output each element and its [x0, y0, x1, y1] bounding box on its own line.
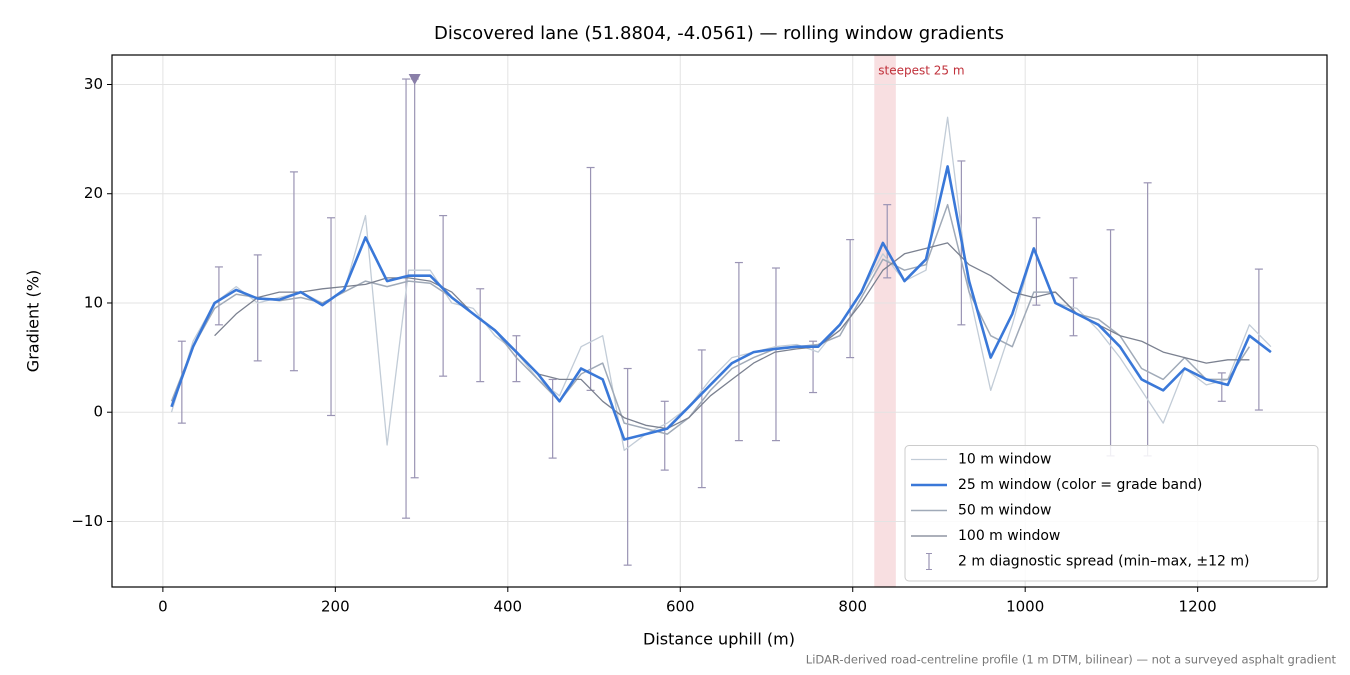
x-tick-label: 0	[158, 598, 168, 616]
footnote: LiDAR-derived road-centreline profile (1…	[806, 653, 1337, 667]
x-tick-label: 400	[493, 598, 522, 616]
chart-title: Discovered lane (51.8804, -4.0561) — rol…	[434, 23, 1004, 44]
highlight-band	[874, 55, 896, 587]
series-line	[214, 242, 1250, 430]
series-line	[170, 165, 1272, 441]
legend-label: 2 m diagnostic spread (min–max, ±12 m)	[958, 554, 1249, 570]
highlight-label: steepest 25 m	[878, 64, 964, 78]
y-tick-label: 10	[84, 293, 103, 311]
legend-label: 25 m window (color = grade band)	[958, 477, 1202, 493]
x-tick-label: 1000	[1006, 598, 1044, 616]
series-line	[170, 116, 1272, 452]
y-tick-label: 30	[84, 75, 103, 93]
legend-label: 50 m window	[958, 503, 1051, 519]
x-tick-label: 1200	[1179, 598, 1217, 616]
x-tick-label: 600	[666, 598, 695, 616]
plot-frame	[111, 54, 1328, 588]
plot-layer	[170, 78, 1272, 566]
y-tick-label: 0	[93, 403, 103, 421]
x-tick-label: 800	[838, 598, 867, 616]
y-tick-label: 20	[84, 184, 103, 202]
y-axis-label: Gradient (%)	[24, 270, 43, 372]
legend-label: 100 m window	[958, 528, 1060, 544]
x-axis-label: Distance uphill (m)	[643, 630, 795, 649]
x-tick-label: 200	[321, 598, 350, 616]
legend-label: 10 m window	[958, 452, 1051, 468]
y-tick-label: −10	[71, 512, 103, 530]
peak-marker	[408, 74, 421, 86]
legend-box	[904, 445, 1319, 582]
